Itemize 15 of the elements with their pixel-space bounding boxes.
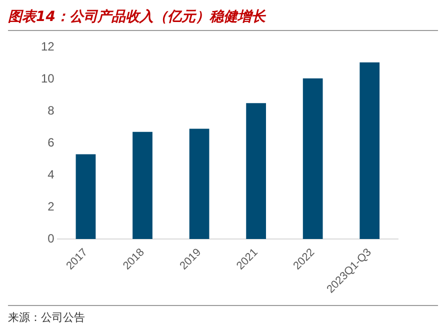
bar bbox=[246, 103, 266, 240]
y-tick-label: 8 bbox=[48, 103, 55, 118]
source-note: 来源：公司公告 bbox=[8, 310, 86, 325]
bar bbox=[302, 78, 323, 240]
y-tick-label: 10 bbox=[40, 71, 55, 86]
bar bbox=[76, 154, 96, 240]
bar bbox=[189, 128, 210, 240]
y-tick-label: 4 bbox=[48, 167, 55, 182]
bar bbox=[132, 132, 152, 240]
chart-title: 图表14：公司产品收入（亿元）稳健增长 bbox=[8, 8, 438, 31]
y-tick-label: 2 bbox=[48, 199, 55, 214]
y-tick-label: 6 bbox=[48, 135, 55, 150]
y-tick-label: 0 bbox=[48, 231, 55, 246]
bar bbox=[360, 62, 380, 240]
y-tick-label: 12 bbox=[40, 40, 55, 54]
